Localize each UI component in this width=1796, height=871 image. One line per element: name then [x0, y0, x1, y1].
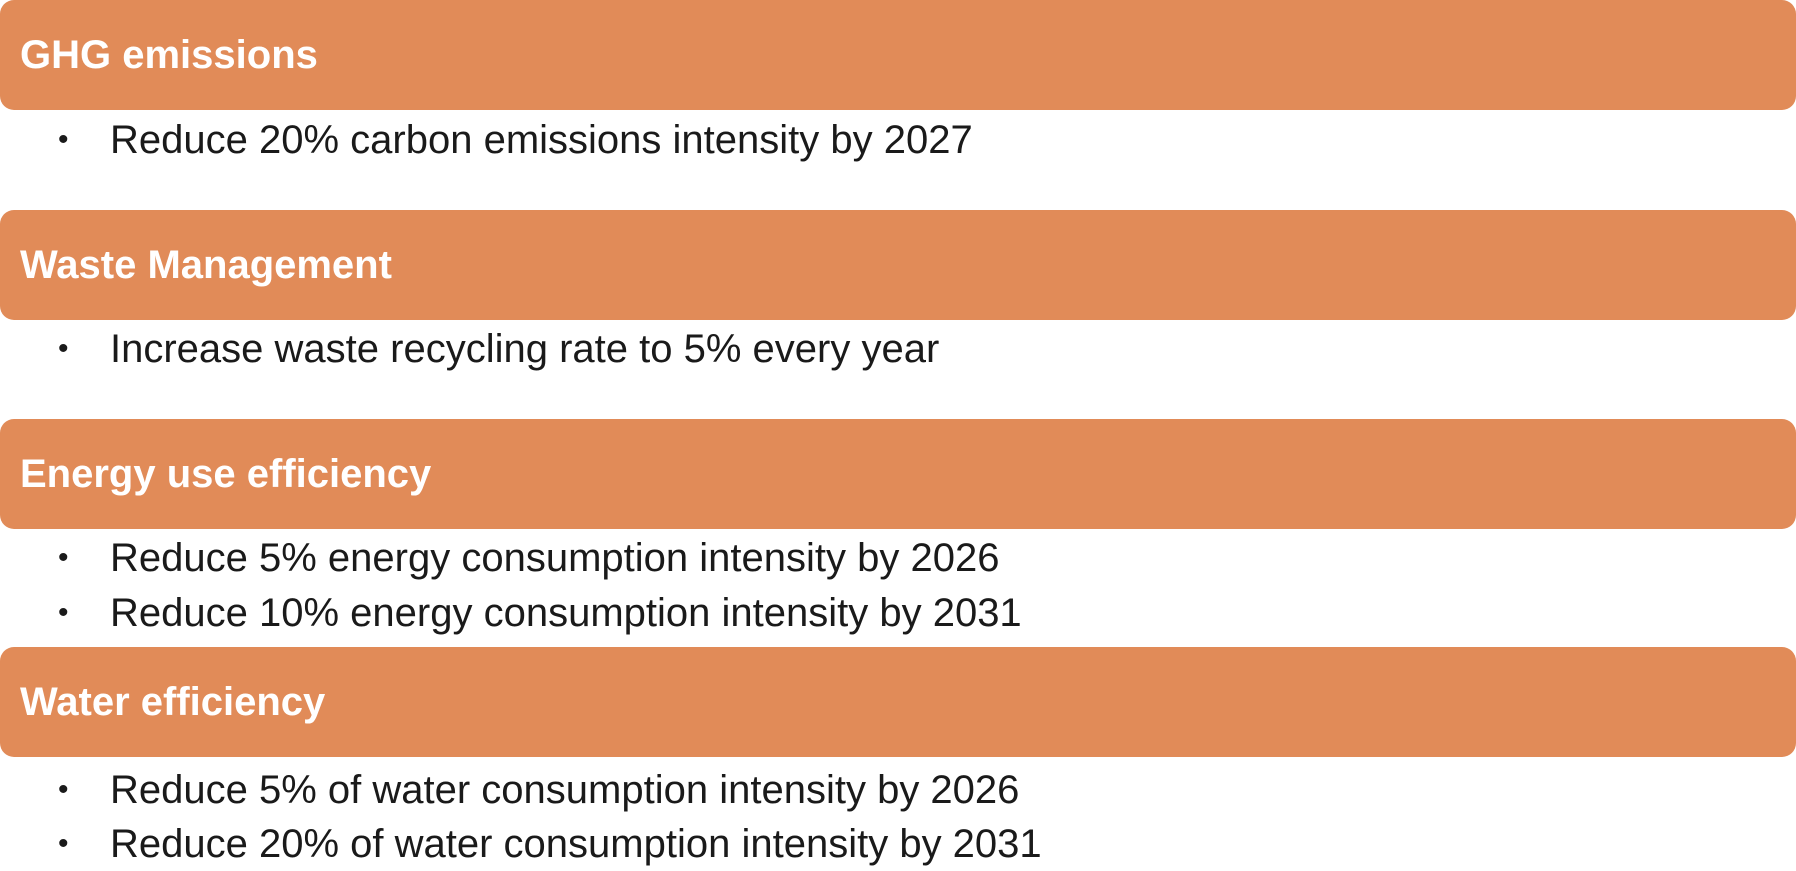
section-header-energy-use-efficiency: Energy use efficiency: [0, 419, 1796, 529]
section-title: Waste Management: [20, 243, 392, 287]
bullet-icon: •: [58, 541, 69, 574]
list-item-text: Reduce 20% of water consumption intensit…: [110, 822, 1042, 866]
bullet-icon: •: [58, 123, 69, 156]
section-title: Water efficiency: [20, 680, 326, 724]
bullet-icon: •: [58, 596, 69, 629]
section-header-water-efficiency: Water efficiency: [0, 647, 1796, 757]
list-item-text: Reduce 10% energy consumption intensity …: [110, 591, 1022, 635]
bullet-icon: •: [58, 773, 69, 806]
section-title: Energy use efficiency: [20, 452, 432, 496]
section-header-ghg-emissions: GHG emissions: [0, 0, 1796, 110]
bullet-icon: •: [58, 827, 69, 860]
section-title: GHG emissions: [20, 33, 318, 77]
section-header-waste-management: Waste Management: [0, 210, 1796, 320]
bullet-icon: •: [58, 332, 69, 365]
list-item-text: Increase waste recycling rate to 5% ever…: [110, 327, 940, 371]
list-item-text: Reduce 20% carbon emissions intensity by…: [110, 118, 973, 162]
list-item-text: Reduce 5% energy consumption intensity b…: [110, 536, 1000, 580]
list-item-text: Reduce 5% of water consumption intensity…: [110, 768, 1020, 812]
